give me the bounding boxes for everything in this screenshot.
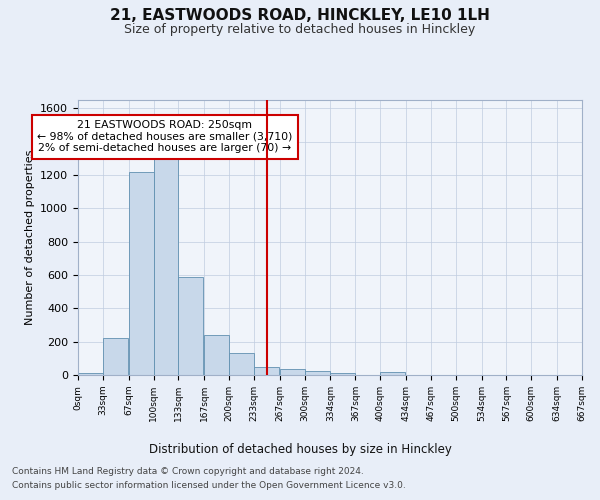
Bar: [128, 172, 154, 375]
Bar: [229, 352, 254, 375]
Text: 21, EASTWOODS ROAD, HINCKLEY, LE10 1LH: 21, EASTWOODS ROAD, HINCKLEY, LE10 1LH: [110, 8, 490, 22]
Bar: [178, 276, 203, 375]
Bar: [254, 366, 279, 375]
Text: Distribution of detached houses by size in Hinckley: Distribution of detached houses by size …: [149, 442, 451, 456]
Bar: [204, 335, 229, 375]
Bar: [103, 338, 128, 375]
Bar: [331, 373, 355, 375]
Y-axis label: Number of detached properties: Number of detached properties: [25, 150, 35, 325]
Text: 21 EASTWOODS ROAD: 250sqm
← 98% of detached houses are smaller (3,710)
2% of sem: 21 EASTWOODS ROAD: 250sqm ← 98% of detac…: [37, 120, 293, 153]
Bar: [280, 369, 305, 375]
Text: Size of property relative to detached houses in Hinckley: Size of property relative to detached ho…: [124, 22, 476, 36]
Bar: [154, 158, 178, 375]
Bar: [305, 371, 329, 375]
Bar: [78, 374, 103, 375]
Bar: [380, 372, 405, 375]
Text: Contains HM Land Registry data © Crown copyright and database right 2024.: Contains HM Land Registry data © Crown c…: [12, 468, 364, 476]
Text: Contains public sector information licensed under the Open Government Licence v3: Contains public sector information licen…: [12, 481, 406, 490]
